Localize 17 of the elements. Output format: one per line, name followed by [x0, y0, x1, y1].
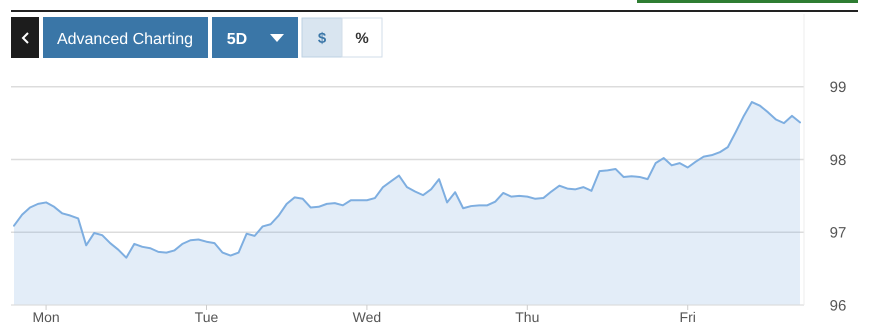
percent-toggle: % — [342, 18, 382, 58]
annotation: % — [355, 30, 369, 47]
charting-button: Advanced Charting — [43, 17, 208, 58]
x-tick-label: Tue — [194, 309, 219, 325]
annotation: Advanced Charting — [56, 31, 194, 48]
x-tick-label: Wed — [352, 309, 382, 325]
y-tick-label: 96 — [830, 297, 846, 314]
range-dropdown: 5D — [212, 17, 298, 58]
dollar-toggle: $ — [302, 18, 342, 58]
x-tick-label: Mon — [32, 309, 60, 325]
y-tick-label: 97 — [830, 224, 846, 242]
y-tick-label: 99 — [830, 79, 846, 96]
x-tick-label: Thu — [515, 309, 540, 325]
x-tick-label: Fri — [680, 309, 696, 325]
annotation: $ — [318, 30, 327, 47]
y-tick-label: 98 — [830, 152, 846, 169]
annotation: 5D — [226, 31, 248, 48]
